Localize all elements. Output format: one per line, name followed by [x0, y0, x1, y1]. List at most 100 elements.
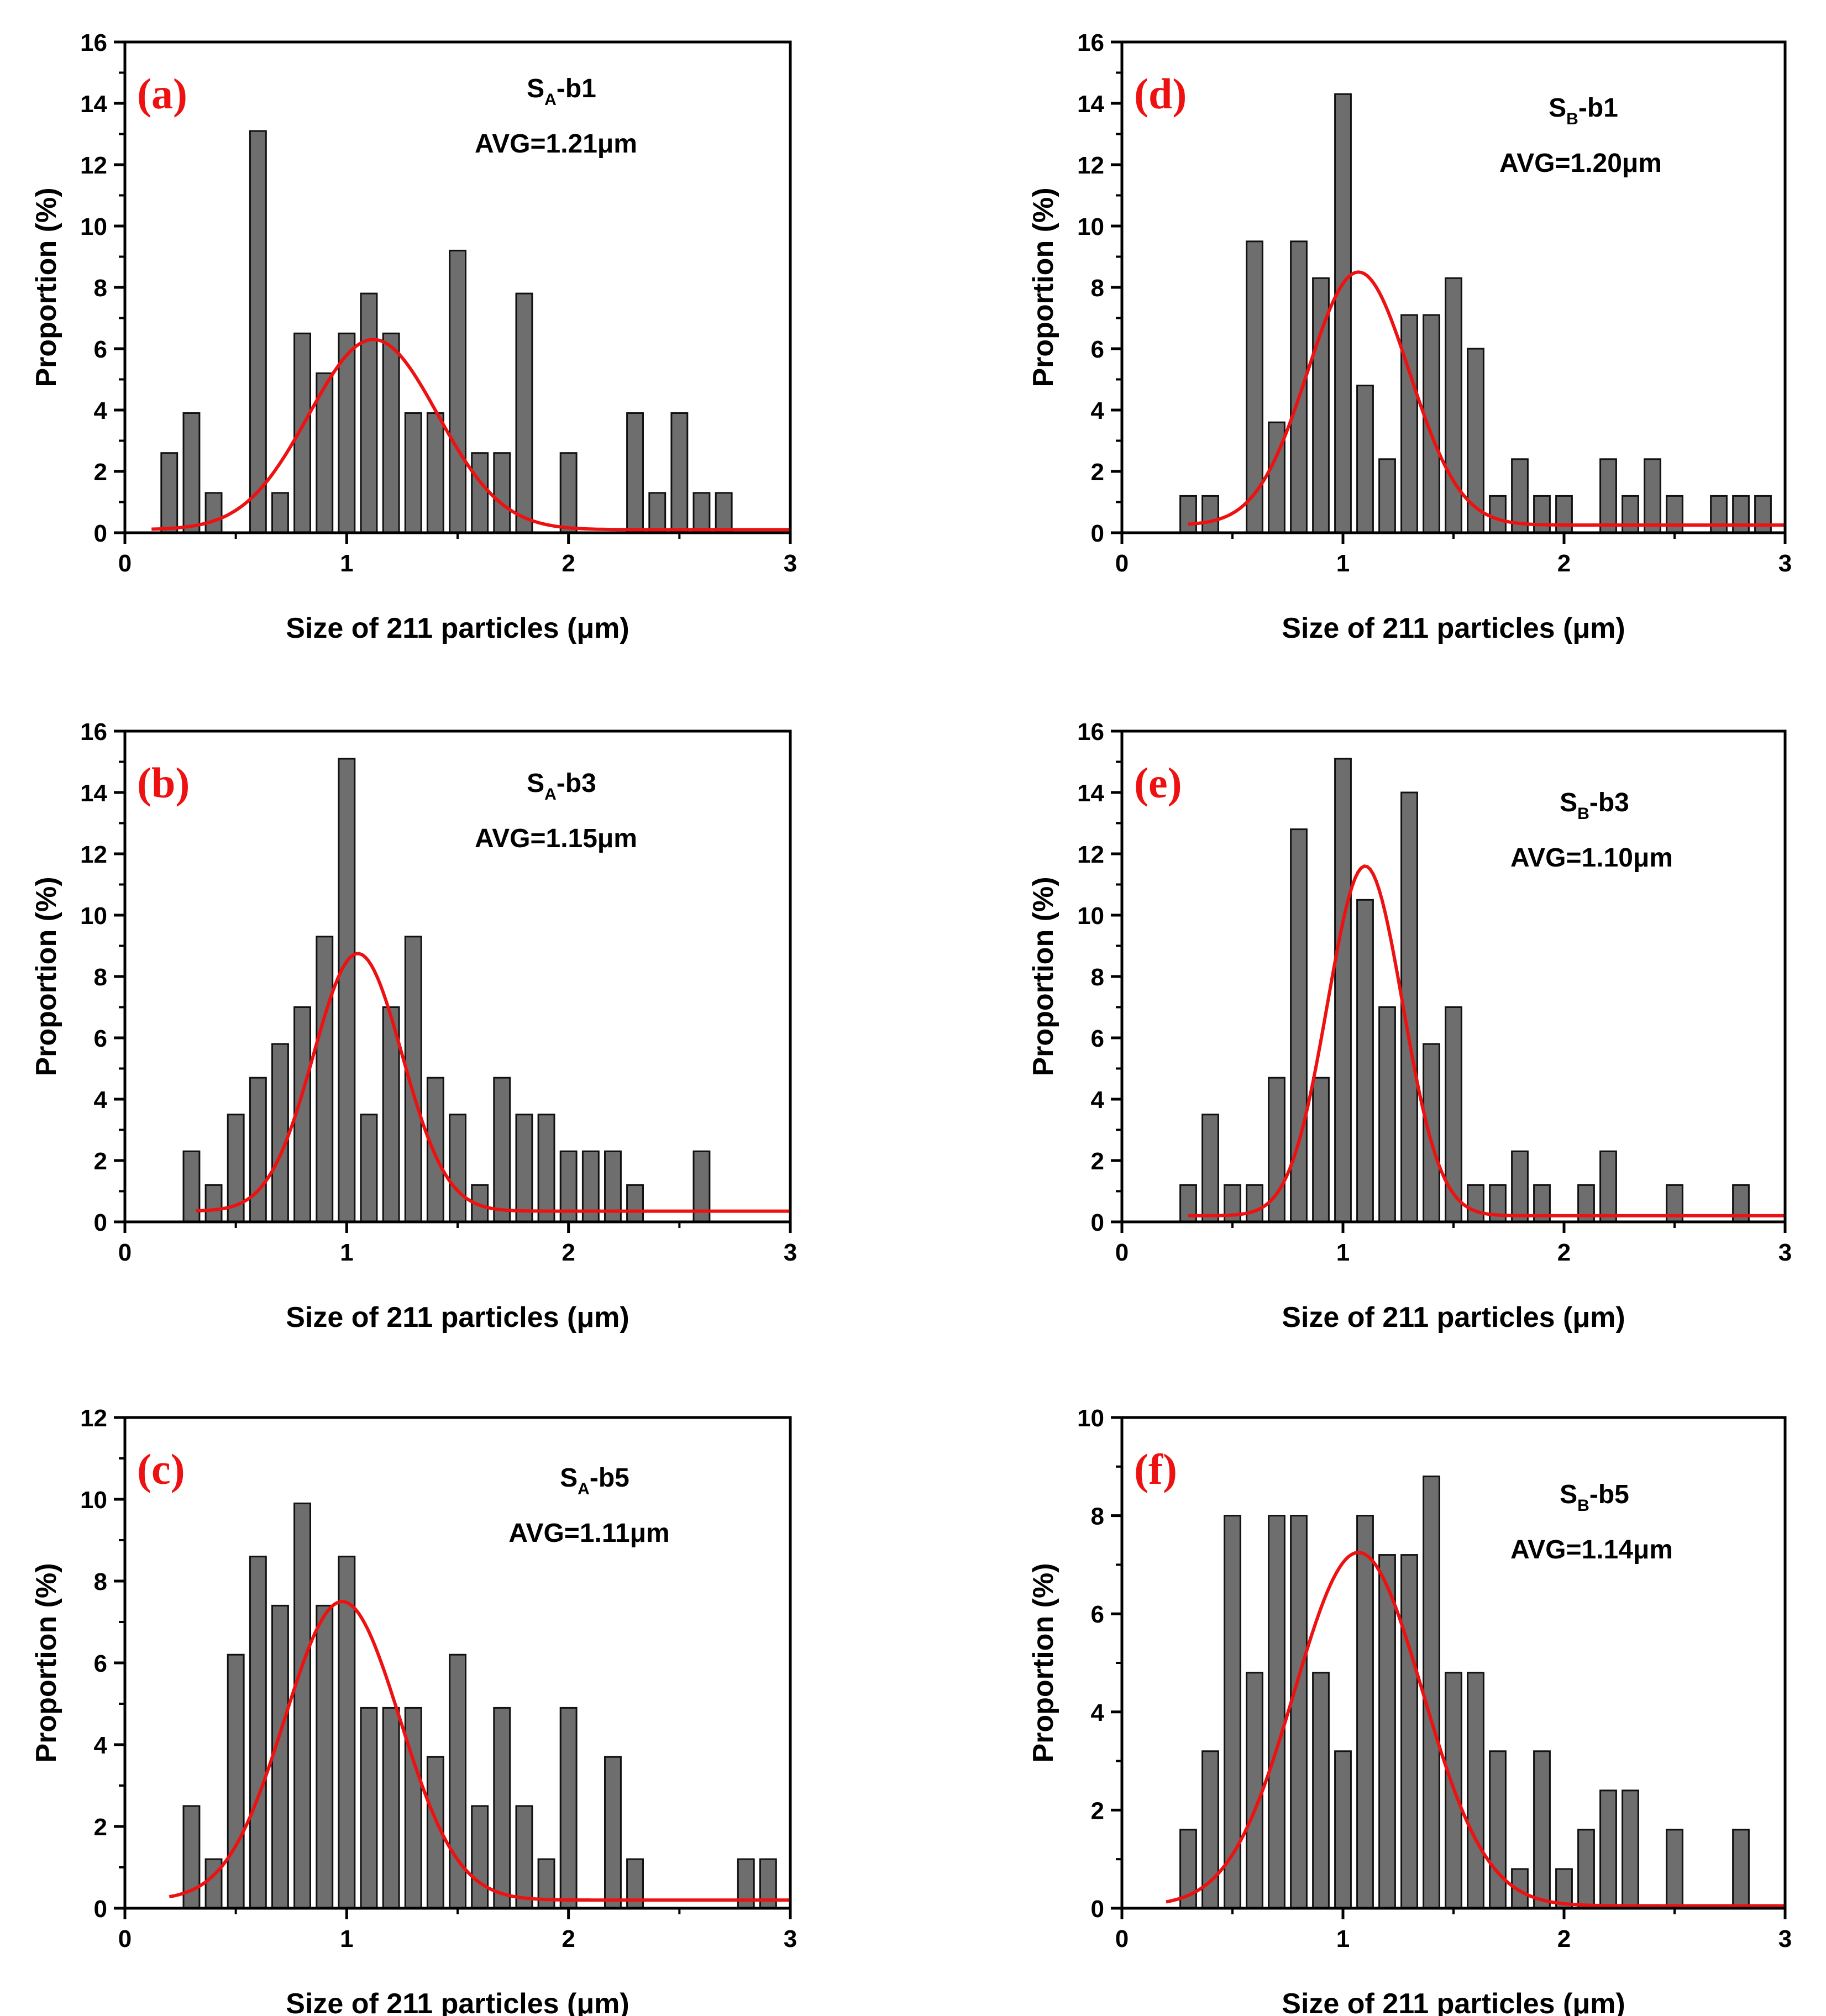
panel-label-e: (e): [1134, 759, 1182, 807]
bar-c-15: [515, 1805, 533, 1909]
x-axis-title-c: Size of 211 particles (μm): [286, 1988, 629, 2016]
bar-e-13: [1467, 1184, 1484, 1223]
bar-d-9: [1400, 314, 1418, 534]
x-tick-label-c-3: 3: [784, 1925, 797, 1952]
bar-b-1: [204, 1184, 223, 1223]
x-tick-label-b-1: 1: [340, 1239, 353, 1266]
sample-label-d: SB-b1: [1549, 93, 1618, 128]
bar-d-20: [1666, 495, 1683, 534]
bar-e-6: [1312, 1077, 1330, 1223]
bar-f-13: [1467, 1672, 1484, 1909]
y-tick-label-e-8: 16: [1077, 718, 1104, 746]
x-axis-title-d: Size of 211 particles (μm): [1282, 612, 1625, 644]
bar-a-3: [249, 130, 267, 534]
bar-a-15: [515, 292, 533, 534]
bar-c-3: [249, 1556, 267, 1909]
bar-c-4: [271, 1604, 289, 1909]
bar-b-3: [249, 1077, 267, 1223]
y-tick-label-f-2: 4: [1091, 1699, 1105, 1726]
bar-a-9: [382, 332, 400, 534]
bar-d-16: [1555, 495, 1573, 534]
bar-f-6: [1312, 1672, 1330, 1909]
bar-e-7: [1334, 758, 1352, 1223]
bar-e-1: [1201, 1114, 1219, 1223]
bar-f-16: [1533, 1750, 1551, 1909]
bar-f-5: [1290, 1515, 1308, 1909]
bar-a-1: [182, 412, 201, 534]
y-tick-label-c-5: 10: [80, 1487, 107, 1514]
sample-suffix-c: -b5: [590, 1463, 629, 1493]
y-tick-label-c-0: 0: [94, 1896, 107, 1923]
y-tick-label-a-3: 6: [94, 336, 107, 363]
bar-f-20: [1622, 1789, 1639, 1909]
avg-label-f: AVG=1.14μm: [1510, 1535, 1673, 1565]
bar-f-2: [1224, 1515, 1241, 1909]
sample-main-a: S: [527, 74, 544, 103]
y-axis-title-d: Proportion (%): [1027, 187, 1059, 387]
y-tick-label-b-2: 4: [94, 1086, 108, 1114]
y-tick-label-e-1: 2: [1091, 1148, 1104, 1175]
bar-c-12: [449, 1653, 466, 1909]
bar-b-7: [338, 758, 356, 1223]
fit-curve-b: [196, 952, 790, 1213]
bar-d-4: [1290, 240, 1308, 534]
fit-curve-f: [1166, 1551, 1785, 1908]
y-tick-label-b-5: 10: [80, 902, 107, 930]
bar-c-18: [604, 1756, 622, 1909]
bar-a-0: [160, 452, 179, 534]
bar-d-23: [1754, 495, 1772, 534]
bar-f-22: [1732, 1829, 1750, 1909]
y-tick-label-e-0: 0: [1091, 1209, 1104, 1236]
x-tick-label-f-2: 2: [1557, 1925, 1571, 1952]
bar-a-16: [559, 452, 578, 534]
bar-c-8: [360, 1707, 378, 1909]
bar-d-11: [1445, 277, 1462, 534]
y-tick-label-b-4: 8: [94, 964, 107, 991]
bar-d-22: [1732, 495, 1750, 534]
sample-suffix-f: -b5: [1589, 1480, 1629, 1509]
bar-e-18: [1599, 1150, 1617, 1223]
x-tick-label-e-2: 2: [1557, 1239, 1571, 1266]
bar-d-19: [1644, 458, 1661, 534]
bar-a-10: [404, 412, 422, 534]
sample-main-d: S: [1549, 93, 1566, 123]
y-tick-label-c-1: 2: [94, 1814, 107, 1841]
sample-main-b: S: [527, 769, 544, 798]
avg-label-d: AVG=1.20μm: [1499, 149, 1662, 178]
y-tick-label-b-0: 0: [94, 1209, 107, 1236]
sample-suffix-e: -b3: [1589, 788, 1629, 817]
bar-a-6: [316, 372, 334, 534]
bar-c-17: [559, 1707, 578, 1909]
bar-a-20: [692, 492, 711, 534]
bar-a-7: [338, 332, 356, 534]
sample-sub-b: A: [544, 785, 557, 804]
x-tick-label-d-1: 1: [1336, 550, 1350, 577]
x-tick-label-c-2: 2: [562, 1925, 575, 1952]
sample-sub-e: B: [1577, 805, 1589, 823]
sample-sub-a: A: [544, 91, 557, 109]
x-tick-label-a-1: 1: [340, 550, 353, 577]
y-tick-label-b-6: 12: [80, 841, 107, 868]
y-tick-label-f-3: 6: [1091, 1601, 1104, 1628]
sample-suffix-b: -b3: [557, 769, 596, 798]
bar-d-13: [1489, 495, 1507, 534]
x-tick-label-e-3: 3: [1778, 1239, 1792, 1266]
fit-curve-d: [1188, 270, 1785, 527]
y-tick-label-b-1: 2: [94, 1148, 107, 1175]
sample-sub-f: B: [1577, 1497, 1589, 1515]
panel-label-c: (c): [137, 1445, 185, 1493]
x-tick-label-b-3: 3: [784, 1239, 797, 1266]
y-tick-label-f-0: 0: [1091, 1896, 1104, 1923]
bar-d-7: [1356, 385, 1374, 534]
y-tick-label-f-1: 2: [1091, 1797, 1104, 1824]
y-tick-label-d-0: 0: [1091, 520, 1104, 547]
bar-a-21: [715, 492, 733, 534]
bar-d-6: [1334, 93, 1352, 534]
y-tick-label-b-3: 6: [94, 1025, 107, 1052]
panel-label-b: (b): [137, 759, 190, 807]
